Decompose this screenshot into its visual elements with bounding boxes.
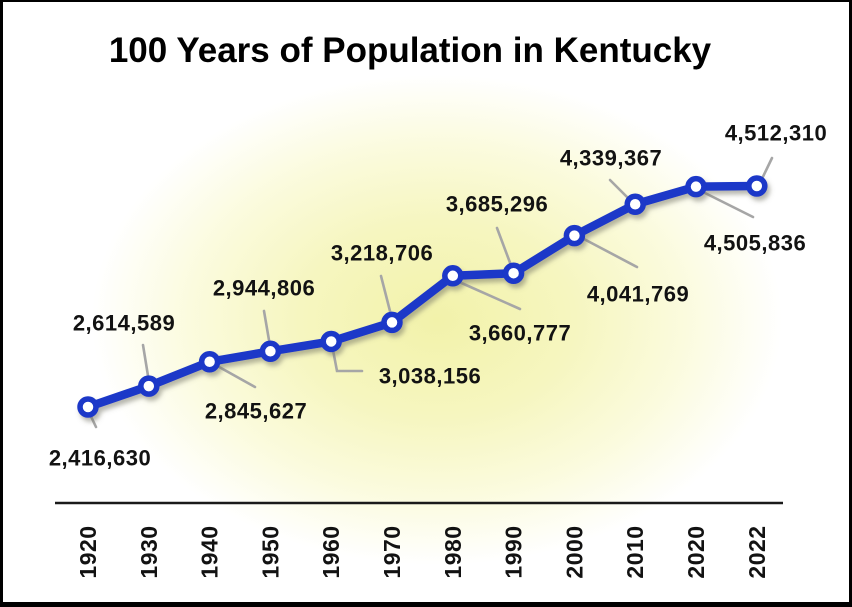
data-label-1940: 2,845,627 [205, 399, 307, 424]
population-series [77, 175, 768, 418]
data-label-1930: 2,614,589 [73, 311, 175, 336]
data-label-1990: 3,685,296 [446, 192, 548, 217]
data-label-1980: 3,660,777 [469, 321, 571, 346]
population-line-chart: 2,416,630 2,614,589 2,845,627 2,944,806 3,03… [49, 121, 827, 579]
x-axis-tick-label-1960: 1960 [318, 525, 344, 578]
leader-line-1980 [455, 279, 522, 311]
x-axis-tick-label-1980: 1980 [440, 525, 466, 578]
data-point-marker-1970 [381, 311, 403, 334]
data-label-1970: 3,218,706 [331, 241, 433, 266]
data-label-1920: 2,416,630 [49, 446, 151, 471]
data-point-marker-1980 [442, 265, 464, 287]
x-axis-tick-label-1940: 1940 [197, 525, 223, 578]
data-point-marker-2020 [685, 175, 707, 198]
x-axis-tick-label-1970: 1970 [379, 525, 405, 578]
x-axis-tick-label-1920: 1920 [75, 525, 101, 578]
x-axis-tick-label-2022: 2022 [744, 525, 770, 578]
leader-line-1960 [331, 348, 364, 373]
data-point-marker-2000 [563, 224, 586, 247]
data-point-marker-1940 [198, 351, 221, 373]
data-label-2022: 4,512,310 [725, 121, 827, 146]
data-point-marker-1930 [138, 375, 160, 397]
x-axis-tick-label-2000: 2000 [561, 525, 587, 578]
data-label-2010: 4,339,367 [560, 146, 662, 171]
data-point-marker-1990 [502, 262, 525, 284]
data-point-marker-2010 [624, 193, 646, 215]
data-label-2020: 4,505,836 [704, 231, 806, 256]
data-label-2000: 4,041,769 [587, 282, 689, 307]
x-axis-tick-label-1990: 1990 [501, 525, 527, 578]
data-point-marker-1950 [259, 340, 282, 363]
x-axis-tick-label-1950: 1950 [257, 525, 283, 578]
x-axis-tick-label-1930: 1930 [136, 525, 162, 578]
data-label-1950: 2,944,806 [213, 276, 315, 301]
x-axis-tick-label-2020: 2020 [683, 525, 709, 578]
leader-line-1950 [262, 309, 272, 348]
data-point-marker-1960 [320, 330, 342, 353]
data-point-marker-2022 [746, 175, 768, 197]
leader-line-2010 [608, 178, 632, 202]
leader-line-2020 [703, 191, 755, 219]
leader-line-1970 [379, 274, 393, 317]
data-label-1960: 3,038,156 [379, 364, 481, 389]
leader-line-1940 [210, 361, 257, 389]
leader-line-1990 [495, 226, 514, 270]
data-point-marker-1920 [77, 396, 99, 418]
chart-title: 100 Years of Population in Kentucky [108, 31, 712, 70]
x-axis-tick-label-2010: 2010 [622, 525, 648, 578]
leader-line-2000 [580, 236, 639, 269]
